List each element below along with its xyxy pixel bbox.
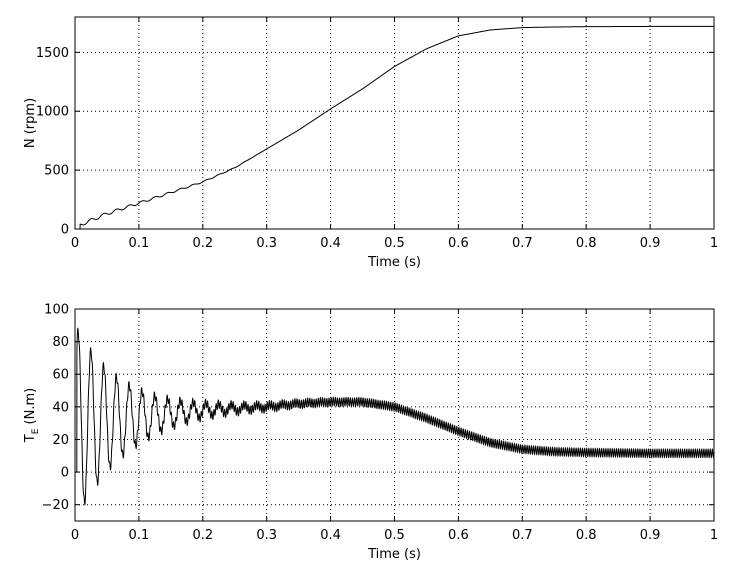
y-tick-label: 500 xyxy=(44,164,69,179)
x-tick-label: 0.7 xyxy=(512,528,533,543)
x-axis-label: Time (s) xyxy=(367,547,421,562)
y-tick-label: 0 xyxy=(61,466,69,481)
x-tick-label: 0.3 xyxy=(256,528,277,543)
y-tick-label: 0 xyxy=(61,223,69,238)
speed-plot: 0 0.1 0.2 0.3 0.4 0.5 0.6 0.7 0.8 0.9 1 0 500 1000 150… xyxy=(23,16,718,270)
x-tick-label: 0.8 xyxy=(576,236,597,251)
y-tick-label: 100 xyxy=(44,303,69,318)
x-tick-label: 0.2 xyxy=(192,528,213,543)
x-tick-label: 0 xyxy=(71,236,79,251)
torque-plot: 0 0.1 0.2 0.3 0.4 0.5 0.6 0.7 0.8 0.9 1−2002040608… xyxy=(23,303,718,563)
x-tick-label: 0.2 xyxy=(192,236,213,251)
y-axis-label: N (rpm) xyxy=(23,98,38,148)
speed-line xyxy=(75,25,714,230)
x-tick-label: 0.5 xyxy=(384,236,405,251)
y-axis-label: TE (N.m) xyxy=(23,388,41,443)
y-tick-label: 1000 xyxy=(36,105,69,120)
x-tick-label: 0.8 xyxy=(576,528,597,543)
y-tick-label: 80 xyxy=(52,335,69,350)
x-tick-label: 0 xyxy=(71,528,79,543)
x-tick-label: 0.1 xyxy=(129,528,150,543)
y-tick-label: 20 xyxy=(52,433,69,448)
x-tick-label: 0.4 xyxy=(320,528,341,543)
x-tick-label: 0.6 xyxy=(448,528,469,543)
y-tick-label: −20 xyxy=(42,498,69,513)
x-tick-label: 0.9 xyxy=(640,528,661,543)
x-tick-label: 0.6 xyxy=(448,236,469,251)
x-tick-label: 0.4 xyxy=(320,236,341,251)
x-tick-label: 0.7 xyxy=(512,236,533,251)
y-tick-label: 1500 xyxy=(36,46,69,61)
x-axis-label: Time (s) xyxy=(367,255,421,270)
x-tick-label: 0.1 xyxy=(129,236,150,251)
torque-line xyxy=(75,327,715,506)
y-tick-label: 60 xyxy=(52,368,69,383)
x-tick-label: 1 xyxy=(710,236,718,251)
x-tick-label: 0.9 xyxy=(640,236,661,251)
x-tick-label: 0.3 xyxy=(256,236,277,251)
x-tick-label: 1 xyxy=(710,528,718,543)
x-tick-label: 0.5 xyxy=(384,528,405,543)
y-tick-label: 40 xyxy=(52,400,69,415)
